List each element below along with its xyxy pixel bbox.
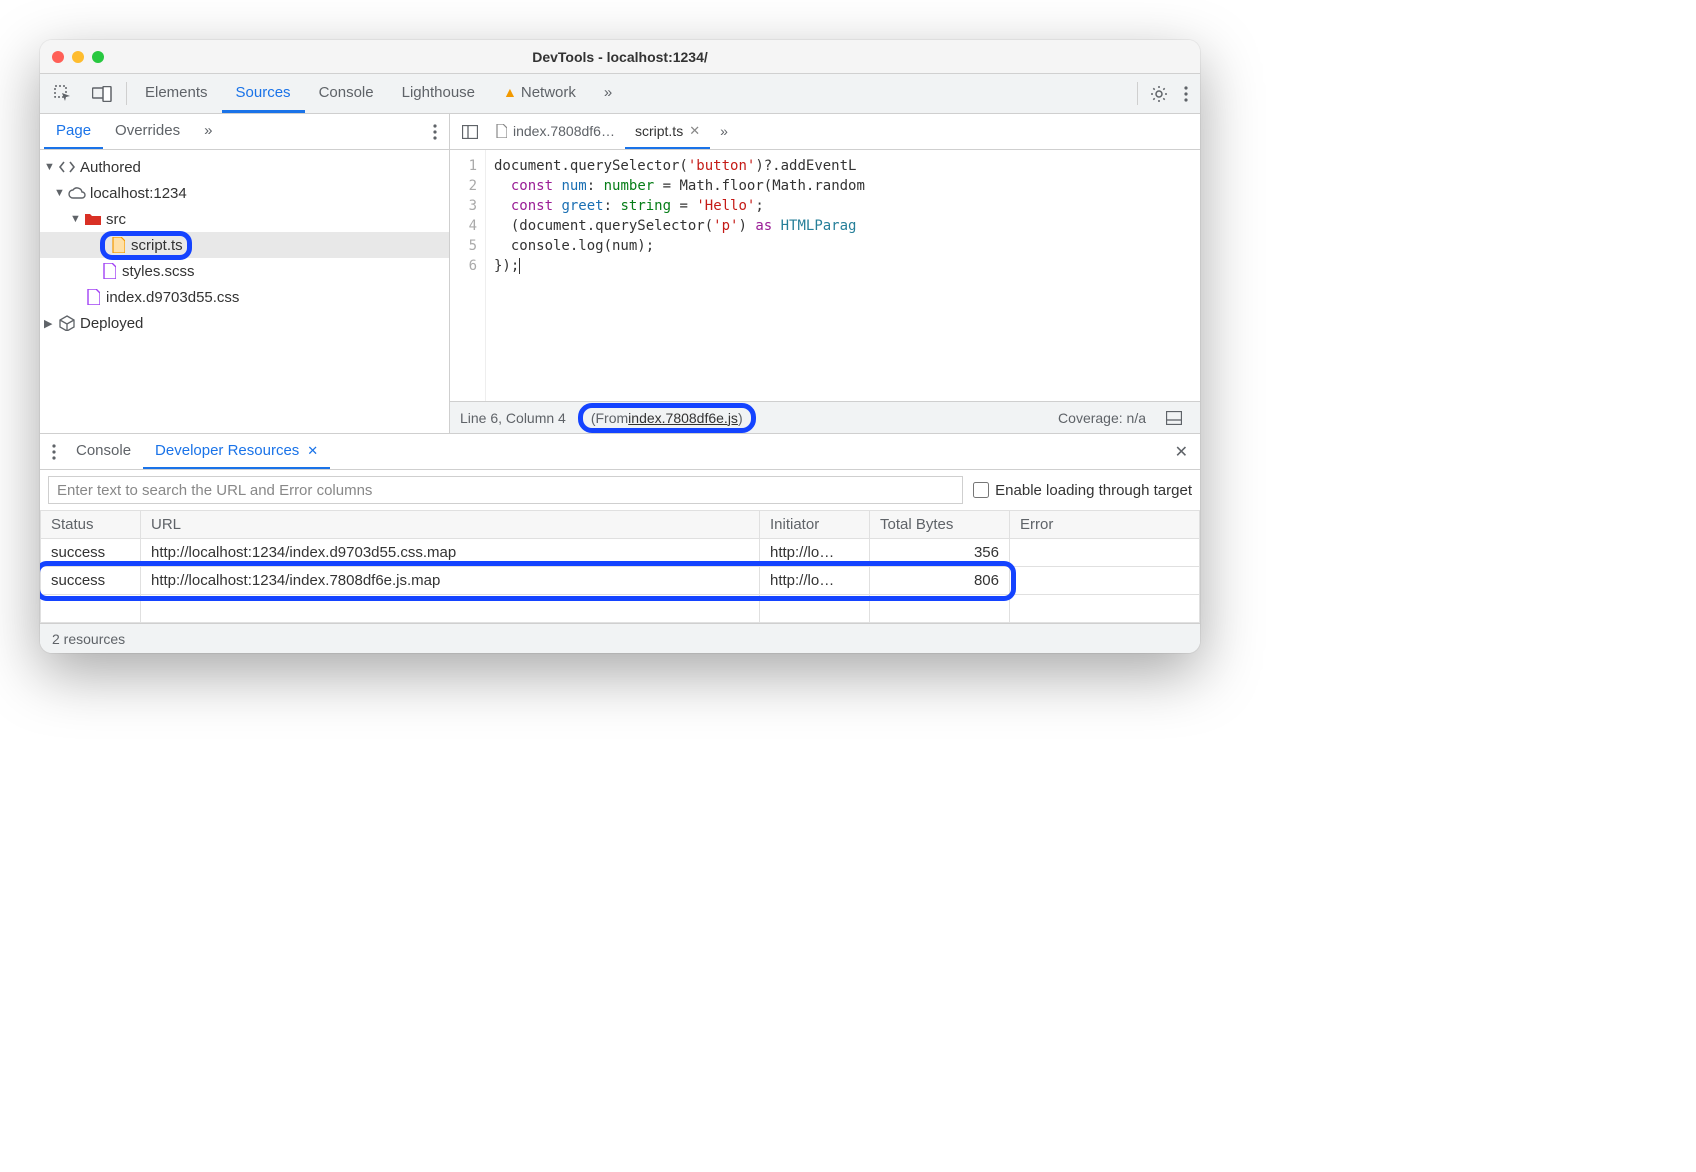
- tab-network[interactable]: ▲ Network: [489, 74, 590, 113]
- cursor-position: Line 6, Column 4: [460, 410, 566, 426]
- sourcemap-suffix: ): [738, 410, 743, 426]
- tree-authored-group[interactable]: ▼ Authored: [40, 154, 449, 180]
- col-bytes[interactable]: Total Bytes: [870, 511, 1010, 539]
- main-tab-strip: Elements Sources Console Lighthouse ▲ Ne…: [40, 74, 1200, 114]
- window-title: DevTools - localhost:1234/: [40, 49, 1200, 65]
- navigator-tab-page[interactable]: Page: [44, 114, 103, 149]
- tree-file-script[interactable]: script.ts: [40, 232, 449, 258]
- devtools-window: DevTools - localhost:1234/ Elements Sour…: [40, 40, 1200, 653]
- file-tab-label: script.ts: [635, 123, 683, 139]
- drawer-tabs: Console Developer Resources ✕ ✕: [40, 434, 1200, 470]
- disclosure-icon[interactable]: ▼: [70, 213, 84, 225]
- titlebar: DevTools - localhost:1234/: [40, 40, 1200, 74]
- highlight-ring: script.ts: [100, 231, 192, 260]
- more-options-icon[interactable]: [1176, 74, 1196, 113]
- tree-authored-label: Authored: [80, 159, 141, 176]
- navigator-tab-overrides[interactable]: Overrides: [103, 114, 192, 149]
- file-tab[interactable]: index.7808df6…: [486, 114, 625, 149]
- tab-lighthouse[interactable]: Lighthouse: [388, 74, 489, 113]
- col-status[interactable]: Status: [41, 511, 141, 539]
- tree-host-label: localhost:1234: [90, 185, 187, 202]
- table-row[interactable]: successhttp://localhost:1234/index.d9703…: [41, 539, 1200, 567]
- settings-icon[interactable]: [1142, 74, 1176, 113]
- enable-target-checkbox[interactable]: Enable loading through target: [973, 482, 1192, 499]
- code-editor[interactable]: 123456 document.querySelector('button')?…: [450, 150, 1200, 401]
- close-tab-icon[interactable]: ✕: [689, 123, 700, 139]
- col-url[interactable]: URL: [141, 511, 760, 539]
- file-tab-active[interactable]: script.ts ✕: [625, 114, 710, 149]
- code-area[interactable]: document.querySelector('button')?.addEve…: [486, 150, 1200, 401]
- navigator-more-tabs[interactable]: »: [192, 114, 224, 149]
- code-icon: [58, 160, 76, 174]
- editor-pane: index.7808df6… script.ts ✕ » 123456 docu…: [450, 114, 1200, 433]
- coverage-status: Coverage: n/a: [1058, 410, 1146, 426]
- editor-statusbar: Line 6, Column 4 (From index.7808df6e.js…: [450, 401, 1200, 433]
- tab-network-label: Network: [521, 84, 576, 101]
- file-tab-label: index.7808df6…: [513, 123, 615, 139]
- resources-search-input[interactable]: [48, 476, 963, 504]
- tree-folder-label: src: [106, 211, 126, 228]
- navigator-pane: Page Overrides » ▼ Authored ▼ localhost:…: [40, 114, 450, 433]
- tree-deployed-label: Deployed: [80, 315, 143, 332]
- tree-file-label: index.d9703d55.css: [106, 289, 239, 306]
- more-tabs-button[interactable]: »: [590, 74, 626, 113]
- disclosure-icon[interactable]: ▼: [54, 187, 68, 199]
- navigator-menu-icon[interactable]: [425, 114, 445, 149]
- col-error[interactable]: Error: [1010, 511, 1200, 539]
- drawer-tab-console[interactable]: Console: [64, 434, 143, 469]
- tree-file-css[interactable]: index.d9703d55.css: [40, 284, 449, 310]
- disclosure-icon[interactable]: ▶: [44, 317, 58, 330]
- sourcemap-link[interactable]: index.7808df6e.js: [628, 410, 738, 426]
- tab-elements[interactable]: Elements: [131, 74, 222, 113]
- tree-deployed-group[interactable]: ▶ Deployed: [40, 310, 449, 336]
- more-file-tabs[interactable]: »: [710, 114, 738, 149]
- navigator-tabs: Page Overrides »: [40, 114, 449, 150]
- tree-host[interactable]: ▼ localhost:1234: [40, 180, 449, 206]
- editor-tabs: index.7808df6… script.ts ✕ »: [450, 114, 1200, 150]
- table-header-row: Status URL Initiator Total Bytes Error: [41, 511, 1200, 539]
- resources-table-wrap: Status URL Initiator Total Bytes Error s…: [40, 510, 1200, 623]
- package-icon: [58, 315, 76, 331]
- tab-sources[interactable]: Sources: [222, 74, 305, 113]
- drawer-toolbar: Enable loading through target: [40, 470, 1200, 510]
- tree-file-label: script.ts: [131, 237, 183, 254]
- toggle-details-icon[interactable]: [1158, 411, 1190, 425]
- drawer-tab-resources[interactable]: Developer Resources ✕: [143, 434, 330, 469]
- folder-icon: [84, 213, 102, 225]
- col-initiator[interactable]: Initiator: [760, 511, 870, 539]
- tab-console[interactable]: Console: [305, 74, 388, 113]
- checkbox-label: Enable loading through target: [995, 482, 1192, 499]
- checkbox-input[interactable]: [973, 482, 989, 498]
- tree-file-styles[interactable]: styles.scss: [40, 258, 449, 284]
- file-tree: ▼ Authored ▼ localhost:1234 ▼ src: [40, 150, 449, 433]
- resources-table: Status URL Initiator Total Bytes Error s…: [40, 510, 1200, 623]
- cloud-icon: [68, 187, 86, 199]
- file-icon: [100, 263, 118, 279]
- disclosure-icon[interactable]: ▼: [44, 161, 58, 173]
- close-drawer-tab-icon[interactable]: ✕: [307, 443, 318, 459]
- table-row[interactable]: successhttp://localhost:1234/index.7808d…: [41, 567, 1200, 595]
- drawer-menu-icon[interactable]: [44, 434, 64, 469]
- line-gutter: 123456: [450, 150, 486, 401]
- highlight-ring: (From index.7808df6e.js ): [578, 403, 756, 433]
- close-drawer-icon[interactable]: ✕: [1167, 434, 1196, 469]
- inspect-element-icon[interactable]: [44, 74, 82, 113]
- file-icon: [84, 289, 102, 305]
- sourcemap-prefix: (From: [591, 410, 628, 426]
- device-toolbar-icon[interactable]: [82, 74, 122, 113]
- resource-count: 2 resources: [52, 631, 125, 647]
- warning-icon: ▲: [503, 84, 517, 100]
- file-icon: [496, 124, 507, 138]
- toggle-navigator-icon[interactable]: [454, 114, 486, 149]
- tree-folder-src[interactable]: ▼ src: [40, 206, 449, 232]
- file-icon: [109, 237, 127, 253]
- tree-file-label: styles.scss: [122, 263, 195, 280]
- sources-split: Page Overrides » ▼ Authored ▼ localhost:…: [40, 114, 1200, 434]
- drawer-footer: 2 resources: [40, 623, 1200, 653]
